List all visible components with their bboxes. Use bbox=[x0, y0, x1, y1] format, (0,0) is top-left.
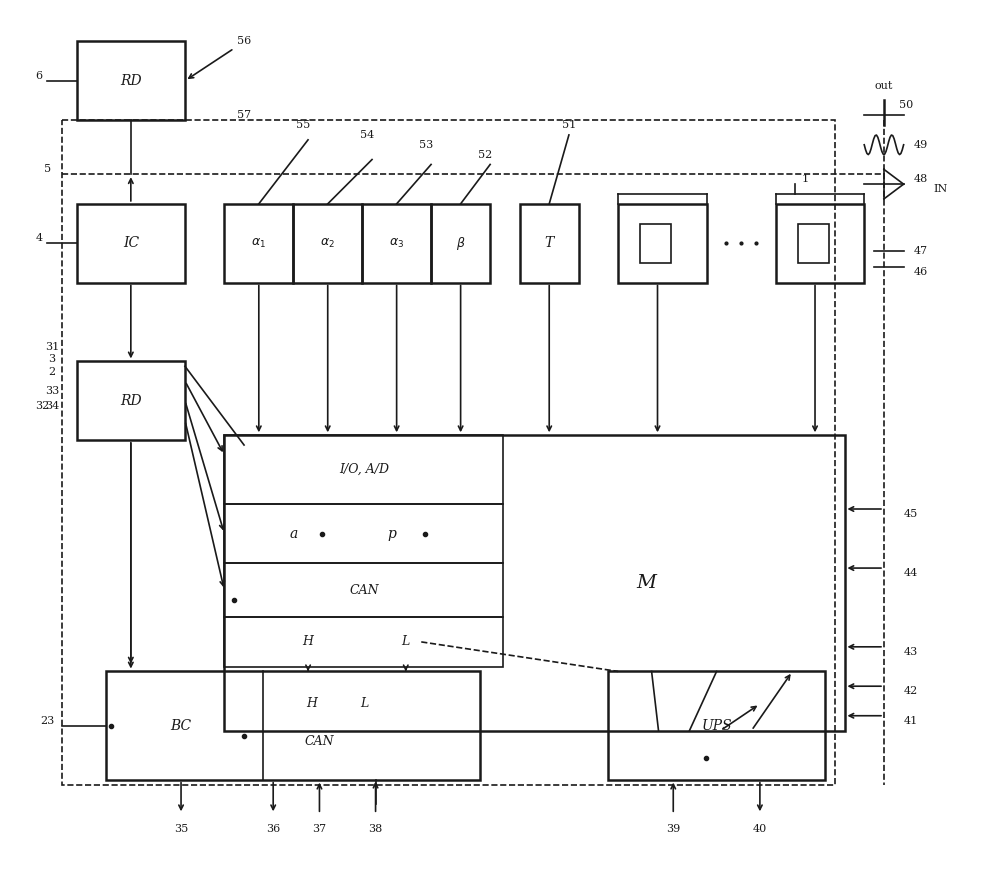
Text: 33: 33 bbox=[45, 386, 59, 396]
Text: UPS: UPS bbox=[701, 719, 732, 732]
Text: 38: 38 bbox=[368, 824, 383, 834]
Text: CAN: CAN bbox=[305, 735, 334, 748]
Bar bbox=[224, 435, 845, 731]
Text: L: L bbox=[360, 698, 368, 710]
Bar bbox=[106, 672, 480, 780]
Text: 34: 34 bbox=[45, 401, 59, 410]
Bar bbox=[224, 563, 503, 617]
Text: p: p bbox=[387, 526, 396, 541]
Text: 46: 46 bbox=[913, 267, 928, 277]
Text: 43: 43 bbox=[904, 647, 918, 657]
Text: H: H bbox=[303, 635, 314, 648]
Text: 23: 23 bbox=[40, 715, 54, 726]
Text: $\alpha_2$: $\alpha_2$ bbox=[320, 236, 335, 250]
Text: 40: 40 bbox=[753, 824, 767, 834]
Text: BC: BC bbox=[170, 719, 192, 732]
Text: $\beta$: $\beta$ bbox=[456, 235, 465, 252]
Bar bbox=[776, 204, 864, 283]
Text: $\alpha_1$: $\alpha_1$ bbox=[251, 236, 266, 250]
Text: RD: RD bbox=[120, 393, 142, 408]
Text: 37: 37 bbox=[312, 824, 327, 834]
Text: 44: 44 bbox=[904, 568, 918, 578]
Text: 35: 35 bbox=[174, 824, 188, 834]
Text: IN: IN bbox=[933, 184, 947, 194]
Bar bbox=[362, 204, 431, 283]
Text: 52: 52 bbox=[478, 150, 492, 160]
Bar bbox=[224, 617, 503, 666]
Text: 45: 45 bbox=[904, 509, 918, 519]
Text: M: M bbox=[636, 574, 656, 591]
Text: H: H bbox=[307, 698, 317, 710]
Text: I/O, A/D: I/O, A/D bbox=[339, 463, 389, 476]
Text: CAN: CAN bbox=[349, 583, 379, 597]
Text: 39: 39 bbox=[666, 824, 680, 834]
Bar bbox=[640, 224, 671, 263]
Text: 41: 41 bbox=[904, 715, 918, 726]
Text: 54: 54 bbox=[360, 130, 374, 140]
Bar bbox=[798, 224, 829, 263]
Text: 1: 1 bbox=[802, 174, 809, 185]
Text: 42: 42 bbox=[904, 686, 918, 696]
Bar bbox=[224, 204, 293, 283]
Bar bbox=[224, 504, 503, 563]
Text: 53: 53 bbox=[419, 140, 433, 150]
Bar bbox=[293, 204, 362, 283]
Text: 6: 6 bbox=[36, 70, 43, 81]
Bar bbox=[520, 204, 579, 283]
Text: 49: 49 bbox=[913, 140, 928, 150]
Text: 31: 31 bbox=[45, 342, 59, 351]
Text: 50: 50 bbox=[899, 101, 913, 111]
Text: 36: 36 bbox=[266, 824, 280, 834]
Text: out: out bbox=[874, 80, 892, 91]
Bar bbox=[224, 435, 503, 504]
Text: 57: 57 bbox=[237, 111, 251, 120]
Text: 51: 51 bbox=[562, 120, 576, 130]
Text: a: a bbox=[290, 526, 298, 541]
Text: 48: 48 bbox=[913, 174, 928, 185]
Text: 3: 3 bbox=[49, 354, 56, 364]
Bar bbox=[77, 361, 185, 440]
Text: 56: 56 bbox=[237, 37, 251, 46]
Text: 55: 55 bbox=[296, 120, 310, 130]
Bar bbox=[77, 204, 185, 283]
Bar bbox=[608, 672, 825, 780]
Bar bbox=[618, 204, 707, 283]
Text: 2: 2 bbox=[49, 368, 56, 377]
Text: L: L bbox=[402, 635, 410, 648]
Bar bbox=[62, 120, 835, 785]
Text: 4: 4 bbox=[36, 234, 43, 244]
Text: T: T bbox=[545, 236, 554, 251]
Bar bbox=[431, 204, 490, 283]
Text: 5: 5 bbox=[44, 164, 51, 174]
Text: 32: 32 bbox=[35, 401, 49, 410]
Bar bbox=[77, 41, 185, 120]
Text: IC: IC bbox=[123, 236, 139, 251]
Text: 47: 47 bbox=[913, 246, 928, 256]
Text: $\alpha_3$: $\alpha_3$ bbox=[389, 236, 404, 250]
Text: RD: RD bbox=[120, 74, 142, 87]
